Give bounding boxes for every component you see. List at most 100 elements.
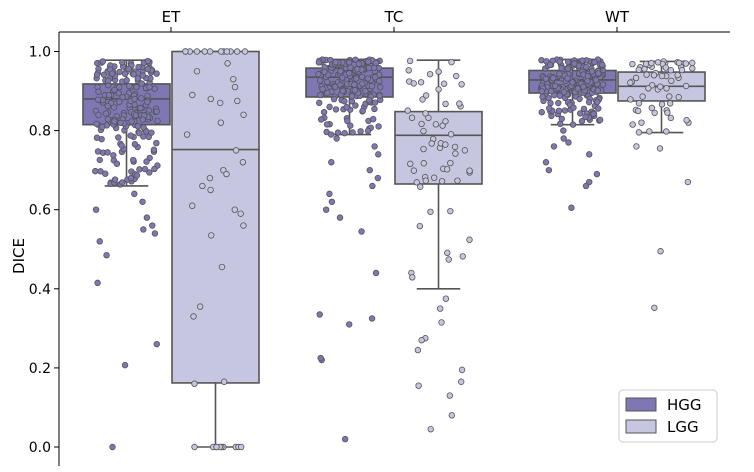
point-lgg-et [199, 182, 206, 190]
point-hgg-et [116, 68, 123, 76]
point-hgg-tc [351, 87, 359, 94]
point-lgg-wt [657, 83, 664, 90]
point-lgg-et [189, 202, 196, 209]
point-hgg-tc [326, 103, 333, 111]
point-hgg-wt [580, 105, 588, 113]
point-hgg-wt [560, 89, 568, 96]
point-hgg-wt [565, 139, 572, 146]
point-hgg-et [104, 102, 111, 110]
point-lgg-tc [404, 107, 411, 114]
point-lgg-tc [409, 274, 416, 281]
point-lgg-et [233, 48, 241, 55]
point-hgg-wt [576, 95, 583, 103]
point-hgg-wt [556, 70, 563, 78]
point-hgg-et [97, 168, 104, 175]
point-hgg-wt [569, 79, 576, 86]
point-hgg-wt [564, 58, 572, 66]
point-hgg-wt [539, 93, 546, 101]
point-lgg-et [213, 443, 220, 451]
point-hgg-tc [323, 89, 331, 97]
point-hgg-et [103, 251, 110, 259]
point-lgg-tc [426, 70, 434, 78]
point-hgg-et [121, 70, 129, 77]
point-lgg-tc [435, 86, 442, 93]
point-hgg-wt [538, 88, 545, 95]
point-lgg-wt [645, 85, 652, 92]
point-hgg-tc [317, 354, 324, 362]
point-hgg-wt [584, 77, 591, 85]
point-lgg-et [230, 75, 237, 83]
point-hgg-et [128, 118, 135, 125]
point-hgg-et [105, 77, 112, 84]
boxes [82, 50, 706, 448]
point-hgg-wt [585, 98, 593, 106]
point-lgg-et [218, 263, 226, 271]
point-lgg-tc [435, 68, 442, 75]
point-hgg-tc [371, 99, 379, 106]
point-hgg-wt [583, 63, 590, 71]
point-lgg-et [206, 174, 214, 182]
point-lgg-tc [440, 80, 448, 87]
x-tick-label-et: ET [162, 8, 181, 26]
point-hgg-wt [578, 117, 586, 125]
point-lgg-wt [682, 60, 690, 67]
point-hgg-tc [327, 131, 335, 138]
point-lgg-tc [417, 183, 424, 190]
point-hgg-tc [376, 92, 383, 100]
point-hgg-wt [543, 58, 550, 65]
point-hgg-tc [374, 174, 382, 182]
point-hgg-et [150, 146, 158, 153]
point-hgg-wt [571, 60, 578, 67]
point-lgg-tc [447, 131, 455, 138]
point-lgg-tc [451, 143, 459, 151]
point-lgg-tc [420, 145, 427, 153]
point-hgg-wt [555, 99, 562, 107]
point-hgg-et [148, 129, 155, 136]
point-hgg-tc [365, 97, 373, 104]
point-lgg-tc [452, 72, 460, 80]
point-lgg-et [189, 91, 196, 99]
point-lgg-et [223, 48, 231, 55]
point-hgg-wt [564, 75, 571, 82]
point-hgg-et [127, 132, 134, 139]
point-hgg-et [109, 443, 116, 451]
legend-label-lgg: LGG [667, 418, 699, 436]
point-hgg-et [130, 71, 137, 78]
point-hgg-et [136, 129, 143, 137]
point-hgg-et [94, 279, 101, 287]
point-lgg-et [234, 97, 241, 105]
point-lgg-tc [458, 366, 466, 374]
point-hgg-tc [319, 86, 326, 93]
point-hgg-et [134, 75, 141, 82]
point-hgg-et [144, 57, 152, 65]
x-tick-label-wt: WT [605, 8, 630, 26]
point-hgg-et [118, 142, 125, 149]
point-lgg-et [193, 48, 201, 55]
point-lgg-wt [682, 82, 690, 90]
legend-swatch-lgg [625, 419, 657, 434]
point-hgg-tc [333, 135, 340, 142]
point-hgg-wt [549, 74, 557, 82]
point-hgg-et [137, 104, 144, 112]
point-hgg-et [125, 65, 132, 73]
point-hgg-wt [558, 64, 565, 72]
point-hgg-wt [579, 57, 586, 64]
point-hgg-tc [371, 143, 378, 150]
legend-label-hgg: HGG [667, 396, 702, 414]
point-lgg-et [191, 380, 198, 387]
point-lgg-tc [442, 295, 450, 302]
point-lgg-tc [438, 319, 445, 326]
point-lgg-tc [422, 110, 429, 117]
point-lgg-et [217, 119, 225, 126]
point-lgg-tc [458, 81, 465, 88]
point-hgg-wt [547, 99, 554, 107]
point-hgg-tc [364, 75, 371, 82]
point-lgg-wt [667, 67, 675, 74]
point-hgg-tc [320, 108, 328, 116]
point-lgg-wt [643, 71, 650, 78]
y-tick-label: 1.0 [29, 45, 51, 61]
point-lgg-wt [667, 114, 675, 122]
point-lgg-wt [648, 104, 656, 112]
point-hgg-wt [586, 151, 593, 158]
